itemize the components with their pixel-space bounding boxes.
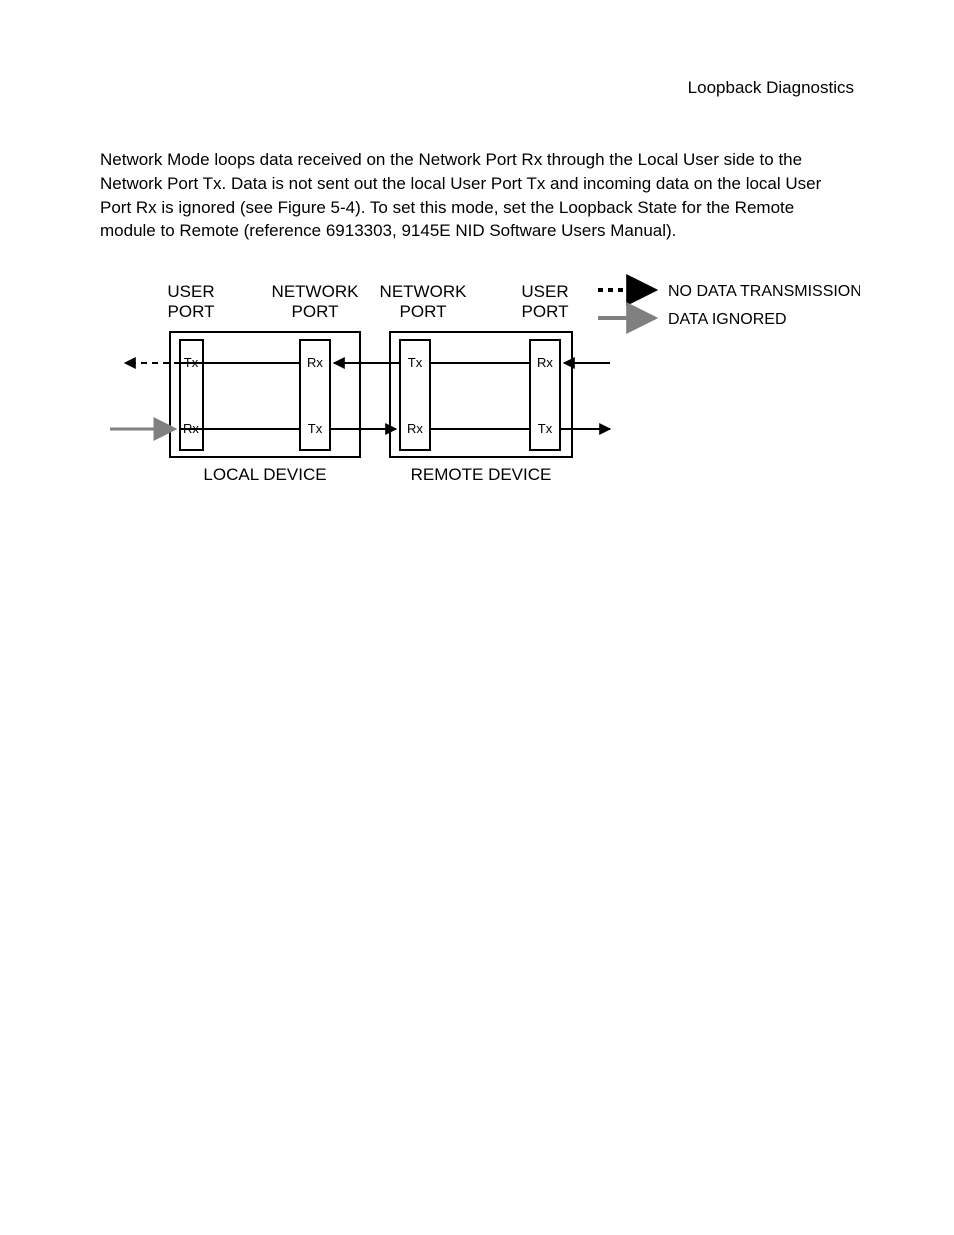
body-paragraph: Network Mode loops data received on the … — [100, 148, 854, 243]
remote-user-tx-label: Tx — [538, 421, 553, 436]
legend-data-ignored-label: DATA IGNORED — [668, 311, 787, 328]
remote-user-rx-label: Rx — [537, 355, 553, 370]
local-device-box — [170, 332, 360, 457]
local-user-port-label-1: USER — [167, 282, 214, 301]
local-user-port-label-2: PORT — [168, 302, 215, 321]
remote-device-box — [390, 332, 572, 457]
remote-user-port-label-1: USER — [521, 282, 568, 301]
local-network-port-label-2: PORT — [292, 302, 339, 321]
local-network-tx-label: Tx — [308, 421, 323, 436]
remote-network-port-label-2: PORT — [400, 302, 447, 321]
legend-no-data-label: NO DATA TRANSMISSION — [668, 283, 860, 300]
remote-network-rx-label: Rx — [407, 421, 423, 436]
loopback-diagram: Tx Rx Rx Tx Tx Rx Rx Tx USER PORT NETWOR… — [100, 270, 860, 500]
remote-user-port-label-2: PORT — [522, 302, 569, 321]
remote-device-label: REMOTE DEVICE — [411, 465, 552, 484]
local-network-port-label-1: NETWORK — [272, 282, 360, 301]
header-text: Loopback Diagnostics — [688, 78, 854, 98]
local-device-label: LOCAL DEVICE — [203, 465, 326, 484]
local-network-rx-label: Rx — [307, 355, 323, 370]
remote-network-port-label-1: NETWORK — [380, 282, 468, 301]
remote-network-tx-label: Tx — [408, 355, 423, 370]
